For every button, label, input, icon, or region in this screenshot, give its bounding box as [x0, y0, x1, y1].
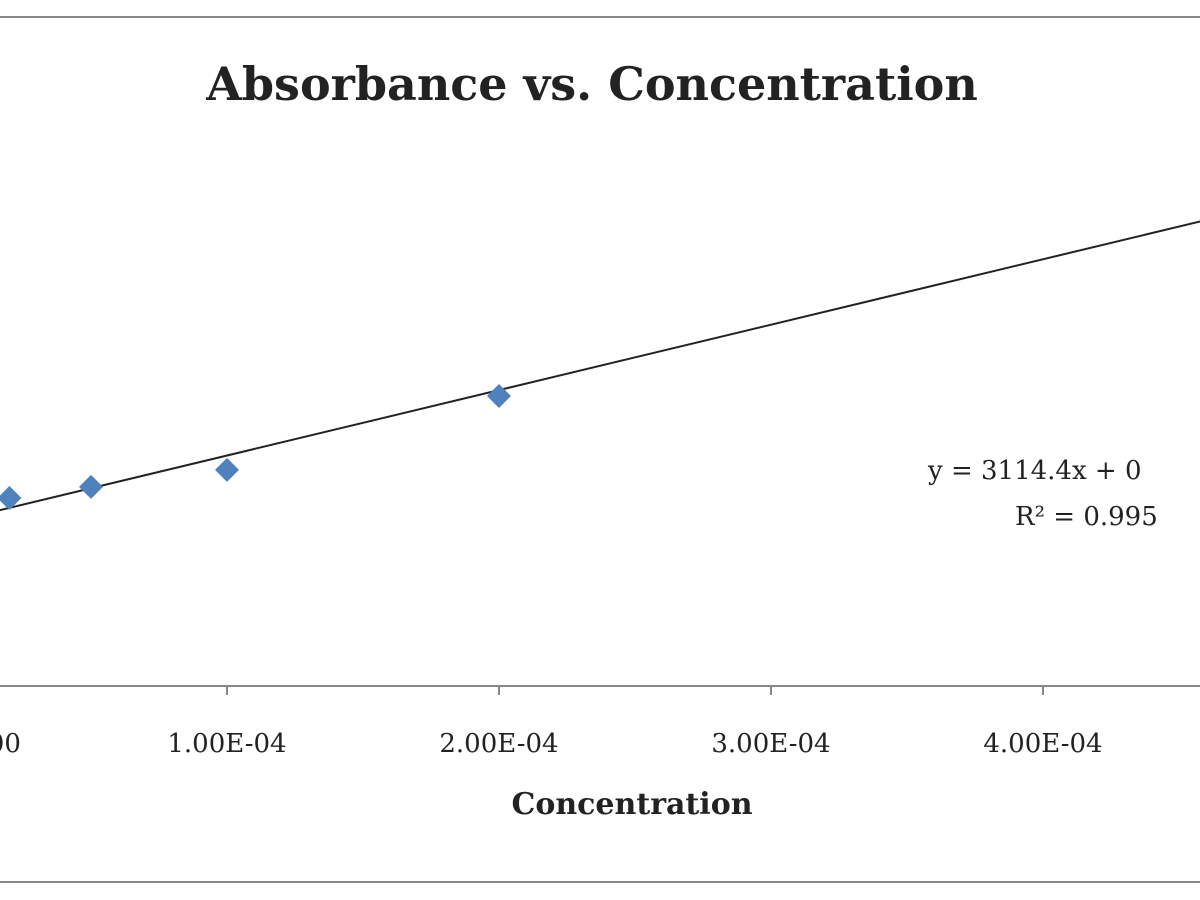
x-tick-label: 0.00E+00: [0, 729, 21, 759]
data-point: [215, 457, 239, 482]
data-point: [487, 383, 511, 408]
data-point: [0, 486, 22, 511]
data-point: [79, 474, 103, 499]
chart-title: Absorbance vs. Concentration: [205, 57, 978, 111]
equation-annotation: y = 3114.4x + 0: [927, 456, 1142, 486]
x-tick-label: 2.00E-04: [439, 729, 558, 759]
x-axis-label: Concentration: [511, 787, 752, 822]
x-tick-label: 1.00E-04: [167, 729, 286, 759]
x-tick-label: 3.00E-04: [711, 729, 830, 759]
r-squared-annotation: R² = 0.995: [1015, 502, 1158, 532]
x-tick-label: 4.00E-04: [983, 729, 1102, 759]
trendline: [0, 220, 1200, 512]
